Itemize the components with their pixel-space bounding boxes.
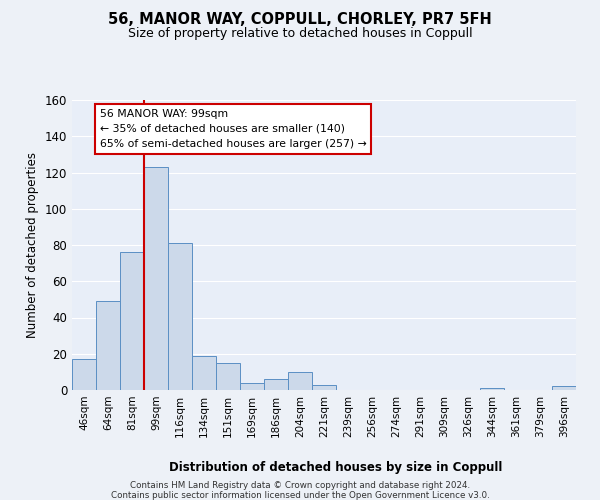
Text: Size of property relative to detached houses in Coppull: Size of property relative to detached ho… [128, 28, 472, 40]
Text: 56, MANOR WAY, COPPULL, CHORLEY, PR7 5FH: 56, MANOR WAY, COPPULL, CHORLEY, PR7 5FH [108, 12, 492, 28]
Bar [216, 363, 240, 390]
Bar [264, 379, 288, 390]
Bar [288, 372, 312, 390]
Bar [480, 388, 504, 390]
Text: 56 MANOR WAY: 99sqm
← 35% of detached houses are smaller (140)
65% of semi-detac: 56 MANOR WAY: 99sqm ← 35% of detached ho… [100, 109, 367, 148]
Bar [240, 383, 264, 390]
Text: Contains public sector information licensed under the Open Government Licence v3: Contains public sector information licen… [110, 490, 490, 500]
Text: Distribution of detached houses by size in Coppull: Distribution of detached houses by size … [169, 461, 503, 474]
Bar [72, 359, 96, 390]
Bar [552, 386, 576, 390]
Bar [168, 243, 192, 390]
Text: Contains HM Land Registry data © Crown copyright and database right 2024.: Contains HM Land Registry data © Crown c… [130, 482, 470, 490]
Bar [144, 167, 168, 390]
Bar [192, 356, 216, 390]
Bar [312, 384, 336, 390]
Bar [96, 301, 120, 390]
Bar [120, 252, 144, 390]
Y-axis label: Number of detached properties: Number of detached properties [26, 152, 39, 338]
